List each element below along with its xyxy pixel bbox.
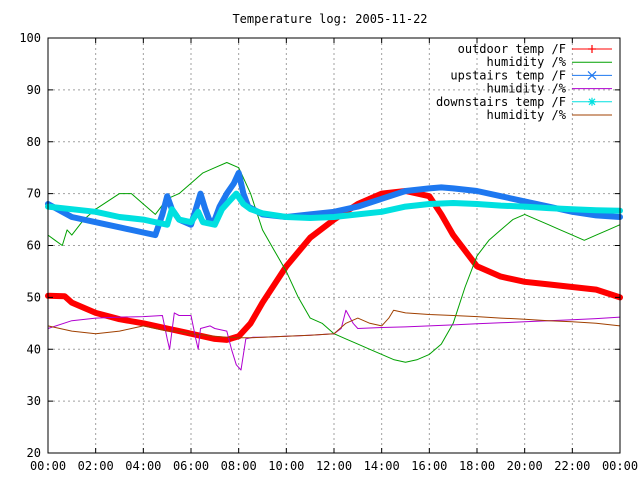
legend-entry-1: outdoor temp /F [458, 42, 612, 56]
y-tick-label: 40 [27, 342, 41, 356]
x-tick-label: 00:00 [30, 459, 66, 473]
series-layer [45, 162, 623, 371]
y-tick-label: 20 [27, 446, 41, 460]
series-line-4 [47, 309, 621, 371]
y-tick-label: 60 [27, 239, 41, 253]
x-tick-label: 10:00 [268, 459, 304, 473]
legend-label: outdoor temp /F [458, 42, 566, 56]
x-tick-label: 22:00 [554, 459, 590, 473]
legend-label: humidity /% [487, 55, 567, 69]
legend-entry-5: downstairs temp /F [436, 95, 612, 109]
y-tick-label: 100 [19, 31, 41, 45]
legend-x-marker [587, 70, 597, 80]
legend-entry-4: humidity /% [487, 82, 612, 96]
series-line-1 [45, 188, 623, 343]
y-tick-label: 70 [27, 187, 41, 201]
x-tick-label: 14:00 [364, 459, 400, 473]
x-tick-label: 04:00 [125, 459, 161, 473]
x-tick-label: 00:00 [602, 459, 638, 473]
y-tick-label: 90 [27, 83, 41, 97]
legend-entry-2: humidity /% [487, 55, 612, 69]
y-tick-label: 50 [27, 290, 41, 304]
grid [48, 38, 620, 453]
x-tick-label: 02:00 [78, 459, 114, 473]
y-tick-label: 80 [27, 135, 41, 149]
legend-label: downstairs temp /F [436, 95, 566, 109]
series-line-6 [47, 309, 621, 339]
legend-entry-6: humidity /% [487, 108, 612, 122]
series-line-5 [45, 190, 623, 228]
x-tick-label: 12:00 [316, 459, 352, 473]
y-tick-label: 30 [27, 394, 41, 408]
series-line-2 [47, 162, 621, 363]
x-tick-label: 18:00 [459, 459, 495, 473]
legend-label: upstairs temp /F [450, 68, 566, 82]
axes: 00:00 02:00 04:00 06:00 08:00 10:00 12:00 14:00… [19, 31, 638, 473]
legend-label: humidity /% [487, 108, 567, 122]
x-tick-label: 06:00 [173, 459, 209, 473]
legend-entry-3: upstairs temp /F [450, 68, 612, 82]
x-tick-label: 20:00 [507, 459, 543, 473]
legend-star-marker [588, 97, 596, 106]
series-line-3 [45, 169, 623, 239]
legend-label: humidity /% [487, 82, 567, 96]
legend-plus-marker [588, 45, 596, 53]
chart-title: Temperature log: 2005-11-22 [232, 12, 427, 26]
x-tick-label: 08:00 [221, 459, 257, 473]
x-tick-label: 16:00 [411, 459, 447, 473]
